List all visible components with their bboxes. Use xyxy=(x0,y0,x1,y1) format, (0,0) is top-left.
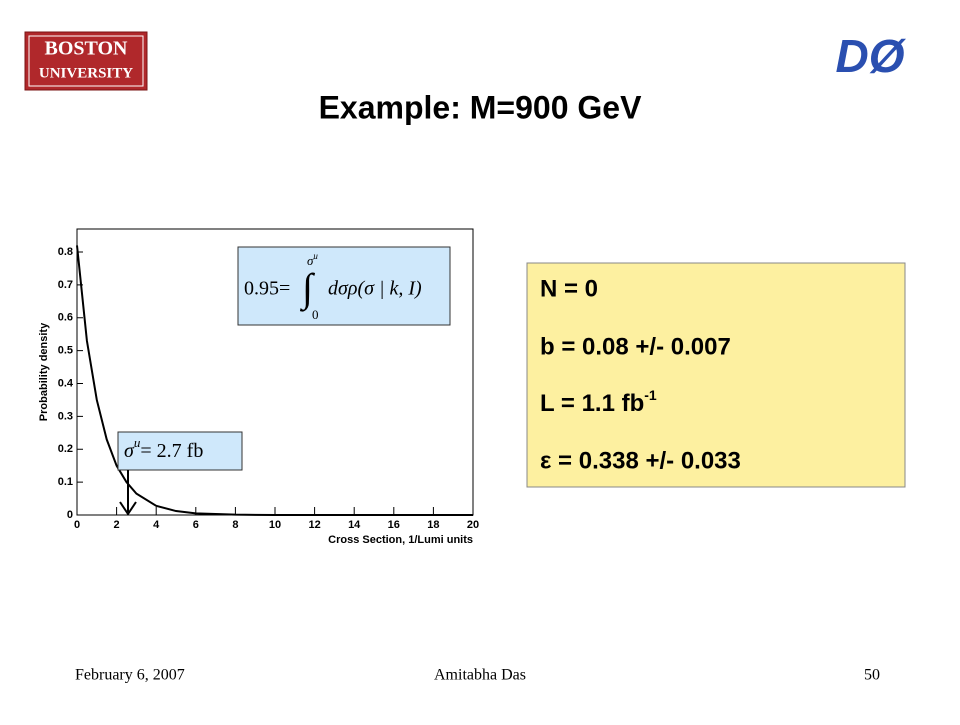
curve xyxy=(76,245,473,516)
x-tick-label: 8 xyxy=(232,519,238,531)
y-tick-label: 0 xyxy=(67,509,73,521)
info-box xyxy=(526,262,906,488)
x-tick-label: 0 xyxy=(74,519,80,531)
info-line: L = 1.1 fb-1 xyxy=(540,387,657,418)
formula: dσρ(σ | k, I) xyxy=(328,278,422,300)
footer-page: 50 xyxy=(864,667,880,684)
y-tick-label: 0.2 xyxy=(58,443,73,455)
result: σ xyxy=(124,440,135,462)
footer-author: Amitabha Das xyxy=(434,667,526,684)
info-sup: -1 xyxy=(644,387,657,403)
x-tick-label: 18 xyxy=(427,519,439,531)
x-tick-label: 10 xyxy=(269,519,281,531)
formula: σ xyxy=(307,253,314,268)
result: σu= 2.7 fb xyxy=(124,435,203,462)
logo-d0: DØ xyxy=(836,30,907,82)
formula: σu xyxy=(307,251,318,268)
y-tick-label: 0.1 xyxy=(58,476,73,488)
x-tick-label: 20 xyxy=(467,519,479,531)
x-tick-label: 4 xyxy=(153,519,160,531)
x-axis-label: Cross Section, 1/Lumi units xyxy=(328,534,473,546)
y-tick-label: 0.4 xyxy=(58,377,74,389)
y-tick-label: 0.6 xyxy=(58,312,73,324)
result: = 2.7 fb xyxy=(140,440,203,462)
y-tick-label: 0.7 xyxy=(58,279,73,291)
x-tick-label: 12 xyxy=(308,519,320,531)
result: u xyxy=(134,435,141,450)
info-line: N = 0 xyxy=(540,275,598,302)
logo-text: UNIVERSITY xyxy=(39,65,133,81)
formula: u xyxy=(313,251,318,261)
x-tick-label: 2 xyxy=(114,519,120,531)
arrow-head xyxy=(119,501,137,516)
footer-date: February 6, 2007 xyxy=(75,667,185,684)
y-tick-label: 0.3 xyxy=(58,410,73,422)
formula: 0 xyxy=(312,307,319,322)
info-line: ε = 0.338 +/- 0.033 xyxy=(540,447,741,474)
y-axis-label: Probability density xyxy=(38,322,50,421)
title: Example: M=900 GeV xyxy=(319,89,642,125)
result-box xyxy=(117,431,243,471)
x-tick-label: 14 xyxy=(348,519,361,531)
info-line: b = 0.08 +/- 0.007 xyxy=(540,333,731,360)
logo-text: BOSTON xyxy=(45,38,129,60)
x-tick-label: 6 xyxy=(193,519,199,531)
logo-bu-frame xyxy=(28,35,144,87)
x-tick-label: 16 xyxy=(388,519,400,531)
formula: ∫ xyxy=(299,265,316,312)
formula: 0.95= xyxy=(244,278,290,300)
y-tick-label: 0.5 xyxy=(58,345,73,357)
logo-bu-bg xyxy=(24,31,148,91)
y-tick-label: 0.8 xyxy=(58,246,73,258)
info-line: L = 1.1 fb xyxy=(540,390,644,417)
formula-box xyxy=(237,246,451,326)
